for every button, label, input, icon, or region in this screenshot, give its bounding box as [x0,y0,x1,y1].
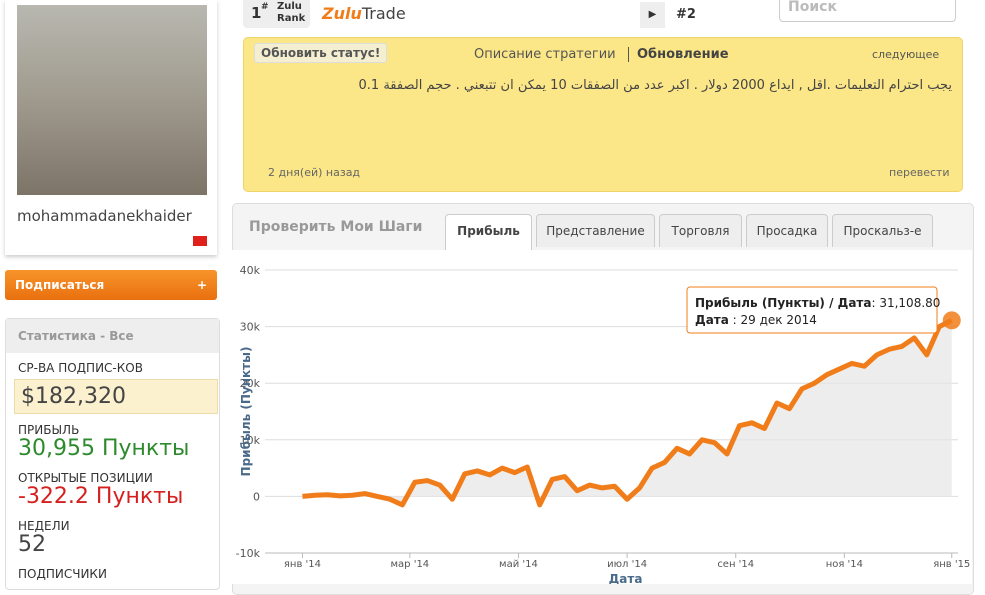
profile-card: mohammadanekhaider [5,0,217,255]
y-axis-label: Прибыль (Пункты) [239,347,253,477]
search-placeholder: Поиск [788,0,837,15]
tab[interactable]: Торговля [659,214,742,247]
rank-label: Zulu [277,1,302,12]
tab[interactable]: Представление [536,214,655,247]
x-axis-label: Дата [609,572,643,584]
next-rank: #2 [676,7,696,22]
stat-label: ПОДПИСЧИКИ [18,567,107,581]
logo-trade: Trade [361,4,406,23]
x-tick-label: ноя '14 [826,559,863,570]
plus: + [196,278,207,292]
tab[interactable]: Проскальз-е [832,214,933,247]
avatar [17,5,207,195]
next-link[interactable]: следующее [872,48,940,61]
x-tick-label: янв '15 [933,559,970,570]
tooltip: Прибыль (Пункты) / Дата: 31,108.80 Дата :… [686,286,940,334]
rank-sup: # [261,2,269,12]
status-box: Обновить статус! Описание стратегии Обно… [243,37,963,192]
stat-label: ОТКРЫТЫЕ ПОЗИЦИИ [18,471,153,485]
hover-point [942,311,961,330]
area [302,320,952,505]
y-tick-label: 0 [253,490,260,503]
stat-label: ПРИБЫЛЬ [18,423,80,437]
rank-number: 1 [251,4,262,22]
status-text: يجب احترام التعليمات .اقل , ايداع 2000 د… [358,78,952,93]
tooltip-value: : 29 дек 2014 [729,313,817,327]
stat-value: -322.2 Пункты [18,484,184,509]
status-time: 2 дня(ей) назад [268,166,361,179]
x-tick-label: янв '14 [284,559,321,570]
tooltip-label: Дата [695,313,729,327]
logo-zulu: Zulu [322,4,362,23]
translate-link[interactable]: перевести [889,166,950,179]
line [302,318,953,508]
stat-label: НЕДЕЛИ [18,519,70,533]
stat-label: СР-ВА ПОДПИС-КОВ [18,361,143,375]
subscribe-label[interactable]: Подписаться [15,278,105,292]
panel-title: Проверить Мои Шаги [249,219,423,235]
tooltip-value: : 31,108.80 [871,296,940,310]
logo: ZuluTrade [322,4,406,23]
tooltip-box [686,286,938,334]
stat-value: 30,955 Пункты [18,436,190,461]
tooltip-line: Дата : 29 дек 2014 [695,313,817,327]
stats-box: Статистика - Все СР-ВА ПОДПИС-КОВ $182,3… [5,318,220,590]
x-tick-label: мар '14 [391,559,430,570]
y-tick-label: 20k [240,377,261,390]
tooltip-label: Прибыль (Пункты) / Дата [695,296,871,310]
y-tick-label: 30k [240,321,261,334]
y-tick-label: 40k [240,264,261,277]
rank-box: 1 # Zulu Rank [243,0,310,28]
tab-update[interactable]: Обновление [628,47,729,62]
tab[interactable]: Просадка [746,214,828,247]
x-tick-label: июл '14 [607,559,647,570]
search-box[interactable]: Поиск [779,0,956,22]
play-button[interactable]: ▶ [640,2,665,28]
stat-value: 52 [18,532,46,557]
stat-value: $182,320 [14,379,218,414]
tooltip-line: Прибыль (Пункты) / Дата: 31,108.80 [695,296,940,310]
subscribe-button[interactable]: Подписаться + [5,270,217,300]
x-tick-label: май '14 [499,559,538,570]
status-button[interactable]: Обновить статус! [254,43,388,63]
flag [193,236,207,246]
chart: -10k 0 10k 20k 30k 40k янв '14 мар '14 май '14 ию… [232,250,972,584]
y-tick-label: 10k [240,434,261,447]
rank-label: Rank [277,13,306,24]
stats-header: Статистика - Все [6,319,219,353]
username: mohammadanekhaider [17,207,192,225]
tab[interactable]: Прибыль [445,214,532,252]
tab-strategy[interactable]: Описание стратегии [474,47,616,62]
y-tick-label: -10k [236,547,261,560]
x-tick-label: сен '14 [717,559,754,570]
